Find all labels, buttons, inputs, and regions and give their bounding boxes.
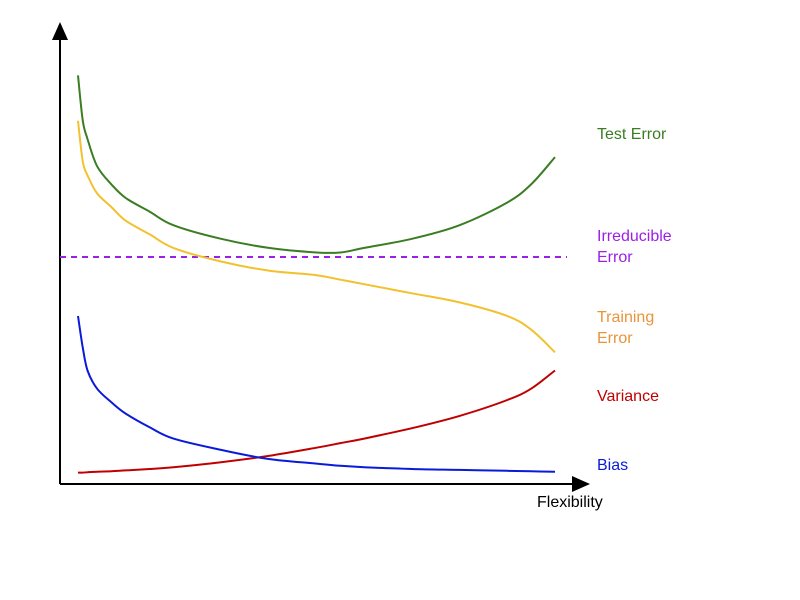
series-label-line: Error	[597, 330, 633, 347]
series-layer	[60, 75, 567, 474]
series-label-line: Bias	[597, 457, 629, 474]
series-label-variance: Variance	[597, 386, 659, 407]
series-label-line: Test Error	[597, 126, 667, 143]
series-line-test-error	[77, 75, 556, 255]
x-axis-label: Flexibility	[537, 494, 603, 511]
series-line-bias	[77, 315, 556, 473]
series-label-training-error: Training Error	[597, 307, 654, 349]
series-label-line: Error	[597, 249, 633, 266]
series-label-test-error: Test Error	[597, 124, 666, 145]
series-label-line: Training	[597, 309, 655, 326]
series-label-irreducible-error: Irreducible Error	[597, 226, 672, 268]
series-line-variance	[77, 369, 556, 474]
series-label-line: Irreducible	[597, 228, 672, 245]
series-label-line: Variance	[597, 388, 659, 405]
series-line-training-error	[77, 120, 556, 354]
series-label-bias: Bias	[597, 455, 628, 476]
